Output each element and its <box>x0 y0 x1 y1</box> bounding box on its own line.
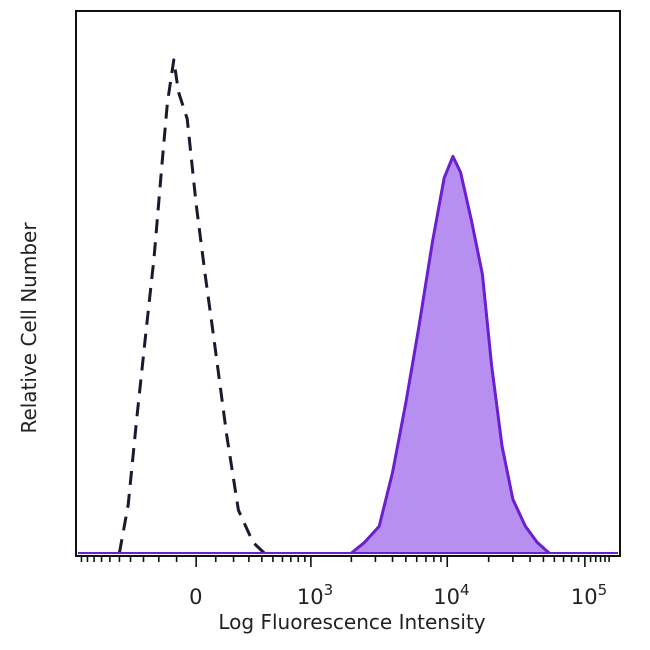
x-tick-label: 103 <box>297 581 333 609</box>
x-axis-ticks: 0 103 104 105 <box>80 556 610 609</box>
plot-frame <box>75 10 621 557</box>
series-0-line <box>117 58 266 555</box>
x-tick-label: 0 <box>189 585 202 609</box>
x-tick-label: 104 <box>433 581 469 609</box>
y-axis-title: Relative Cell Number <box>17 222 41 434</box>
x-tick-label: 105 <box>571 581 607 609</box>
series-1-area <box>351 156 550 553</box>
x-axis-title: Log Fluorescence Intensity <box>218 610 485 634</box>
series-1-line <box>350 154 551 555</box>
series-layer <box>78 58 618 555</box>
